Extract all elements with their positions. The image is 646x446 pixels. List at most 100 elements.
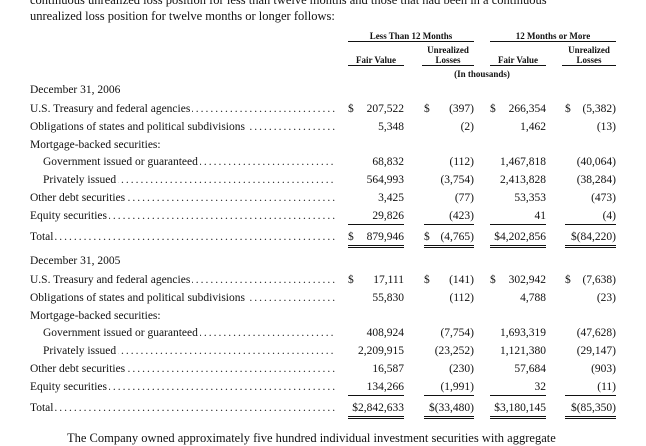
cell-fair-value: $2,842,633 <box>348 400 404 419</box>
cell-fair-value: 3,425 <box>348 190 404 206</box>
cell-value: (230) <box>449 363 474 375</box>
cell-unrealized-losses: $(85,350) <box>565 400 616 419</box>
currency-sign: $ <box>490 103 496 115</box>
intro-paragraph: continuous unrealized loss position for … <box>30 0 630 24</box>
cell-unrealized-losses: $ (4,765) <box>424 229 474 248</box>
cell-value: (11) <box>597 380 616 393</box>
currency-sign: $ <box>348 274 354 286</box>
section-title: December 31, 2006 <box>30 84 121 96</box>
cell-value: 57,684 <box>514 363 546 375</box>
cell-value: $4,202,856 <box>494 230 546 243</box>
table-row: Government issued or guaranteed.........… <box>0 154 646 170</box>
cell-fair-value: $266,354 <box>490 101 546 117</box>
cell-fair-value: 53,353 <box>490 190 546 206</box>
intro-line: unrealized loss position for twelve mont… <box>30 9 335 23</box>
cell-fair-value: 2,209,915 <box>348 343 404 359</box>
cell-value: (23,252) <box>434 345 474 358</box>
cell-unrealized-losses: (423) <box>424 208 474 225</box>
cell-value: 879,946 <box>366 230 404 243</box>
cell-value: 266,354 <box>508 103 546 115</box>
total-row: Total...................................… <box>0 400 646 419</box>
cell-unrealized-losses: (77) <box>424 190 474 206</box>
cell-fair-value: $4,202,856 <box>490 229 546 248</box>
row-label: Obligations of states and political subd… <box>30 119 336 135</box>
leader-dots: ........................................… <box>30 401 336 414</box>
row-label-text: Privately issued <box>43 345 119 358</box>
cell-unrealized-losses: (23) <box>565 290 616 306</box>
cell-unrealized-losses: (112) <box>424 154 474 170</box>
row-label-text: Other debt securities <box>30 363 128 375</box>
row-label: Privately issued........................… <box>43 343 336 359</box>
cell-unrealized-losses: $(33,480) <box>424 400 474 419</box>
header-unrealized-losses: Unrealized Losses <box>562 45 616 66</box>
table-row: Privately issued........................… <box>0 172 646 188</box>
cell-fair-value: 32 <box>490 379 546 396</box>
leader-dots: ........................................… <box>30 230 336 243</box>
row-label: Total...................................… <box>30 400 336 416</box>
row-label-text: Equity securities <box>30 380 109 393</box>
cell-fair-value: 4,788 <box>490 290 546 306</box>
table-row: U.S. Treasury and federal agencies......… <box>0 272 646 288</box>
cell-unrealized-losses: $ (397) <box>424 101 474 117</box>
cell-unrealized-losses: (4) <box>565 208 616 225</box>
cell-fair-value: $17,111 <box>348 272 404 288</box>
cell-unrealized-losses: $ (141) <box>424 272 474 288</box>
header-fair-value: Fair Value <box>348 55 404 66</box>
cell-unrealized-losses: (13) <box>565 119 616 135</box>
cell-unrealized-losses: (40,064) <box>565 154 616 170</box>
row-label: Other debt securities...................… <box>30 361 336 377</box>
cell-fair-value: $207,522 <box>348 101 404 117</box>
row-label-text: Government issued or guaranteed <box>43 156 200 169</box>
currency-sign: $ <box>565 274 571 286</box>
cell-value: (29,147) <box>576 345 616 358</box>
cell-value: (4) <box>602 209 616 222</box>
cell-unrealized-losses: $(84,220) <box>565 229 616 248</box>
cell-value: 29,826 <box>372 209 404 222</box>
cell-fair-value: 1,462 <box>490 119 546 135</box>
table-row: Government issued or guaranteed.........… <box>0 325 646 341</box>
table-row: Privately issued........................… <box>0 343 646 359</box>
table-row: Other debt securities...................… <box>0 190 646 206</box>
cell-unrealized-losses: (11) <box>565 379 616 396</box>
cell-value: 16,587 <box>372 363 404 375</box>
cell-value: (5,382) <box>582 103 616 115</box>
cell-fair-value: 5,348 <box>348 119 404 135</box>
row-label: Equity securities.......................… <box>30 208 336 224</box>
cell-value: $(33,480) <box>428 401 474 414</box>
row-label-text: Privately issued <box>43 174 119 187</box>
cell-value: 134,266 <box>366 380 404 393</box>
cell-value: 32 <box>534 380 547 393</box>
row-label-text: Total <box>30 401 56 414</box>
cell-unrealized-losses: (7,754) <box>424 325 474 341</box>
cell-fair-value: 134,266 <box>348 379 404 396</box>
cell-value: (40,064) <box>576 156 616 169</box>
currency-sign: $ <box>565 103 571 115</box>
header-12-months-or-more: 12 Months or More <box>490 31 616 42</box>
header-losses: Losses <box>435 55 461 65</box>
cell-fair-value: $3,180,145 <box>490 400 546 419</box>
cell-unrealized-losses: (29,147) <box>565 343 616 359</box>
cell-value: (23) <box>596 291 616 304</box>
cell-value: (7,638) <box>582 274 616 286</box>
cell-value: 68,832 <box>372 156 404 169</box>
cell-fair-value: 68,832 <box>348 154 404 170</box>
cell-unrealized-losses: (1,991) <box>424 379 474 396</box>
footer-line: The Company owned approximately five hun… <box>67 431 556 445</box>
cell-unrealized-losses: (38,284) <box>565 172 616 188</box>
intro-line: continuous unrealized loss position for … <box>30 0 547 7</box>
row-label: Total...................................… <box>30 229 336 245</box>
cell-value: 1,693,319 <box>500 327 546 340</box>
cell-unrealized-losses: $ (5,382) <box>565 101 616 117</box>
table-row: Equity securities.......................… <box>0 379 646 396</box>
section-title: December 31, 2005 <box>30 255 121 267</box>
cell-unrealized-losses: (23,252) <box>424 343 474 359</box>
cell-value: (47,628) <box>576 327 616 340</box>
cell-fair-value: 41 <box>490 208 546 225</box>
cell-fair-value: 564,993 <box>348 172 404 188</box>
cell-value: $3,180,145 <box>494 401 546 414</box>
row-label-text: Obligations of states and political subd… <box>30 120 247 133</box>
row-label-text: Mortgage-backed securities: <box>30 138 163 151</box>
cell-fair-value: 57,684 <box>490 361 546 377</box>
table-row: U.S. Treasury and federal agencies......… <box>0 101 646 117</box>
cell-value: (38,284) <box>576 174 616 187</box>
